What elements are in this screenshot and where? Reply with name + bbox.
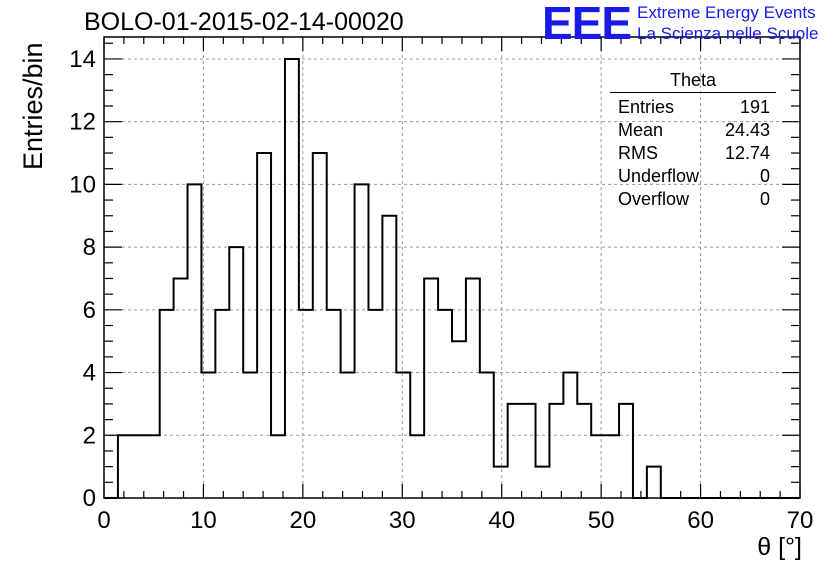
eee-logo: EEE bbox=[542, 0, 632, 49]
stats-title: Theta bbox=[610, 70, 776, 93]
stats-value: 191 bbox=[739, 97, 770, 117]
x-tick-label: 30 bbox=[389, 507, 416, 534]
tick-labels: 0 10 20 30 40 50 60 70 0 2 4 6 8 10 12 14 bbox=[69, 46, 813, 534]
y-tick-label: 6 bbox=[83, 297, 96, 324]
histogram-line bbox=[104, 57, 800, 499]
y-tick-label: 14 bbox=[69, 46, 96, 73]
stats-value: 0 bbox=[759, 189, 770, 209]
stats-row: Underflow 0 bbox=[610, 165, 776, 188]
stats-row: Entries 191 bbox=[610, 96, 776, 119]
stats-label: Mean bbox=[618, 120, 664, 140]
stats-value: 24.43 bbox=[724, 120, 770, 140]
stats-label: Underflow bbox=[618, 166, 700, 186]
stats-value: 12.74 bbox=[724, 143, 770, 163]
x-tick-label: 10 bbox=[190, 507, 217, 534]
y-tick-label: 10 bbox=[69, 171, 96, 198]
x-axis-label: θ [°] bbox=[757, 533, 802, 561]
logo-line-2: La Scienza nelle Scuole bbox=[637, 24, 819, 43]
x-tick-label: 70 bbox=[787, 507, 814, 534]
y-axis-label: Entries/bin bbox=[18, 42, 48, 170]
stats-row: RMS 12.74 bbox=[610, 142, 776, 165]
plot-frame bbox=[103, 36, 801, 499]
y-tick-label: 12 bbox=[69, 109, 96, 136]
chart-title: BOLO-01-2015-02-14-00020 bbox=[84, 8, 404, 36]
stats-value: 0 bbox=[759, 166, 770, 186]
stats-label: Entries bbox=[618, 97, 675, 117]
stats-row: Overflow 0 bbox=[610, 188, 776, 211]
x-tick-label: 0 bbox=[97, 507, 110, 534]
stats-box: Theta Entries 191 Mean 24.43 RMS 12.74 Unde… bbox=[610, 70, 776, 211]
y-tick-label: 4 bbox=[83, 360, 96, 387]
y-tick-label: 0 bbox=[83, 485, 96, 512]
stats-label: Overflow bbox=[618, 189, 690, 209]
logo-line-1: Extreme Energy Events bbox=[637, 3, 816, 22]
x-tick-label: 50 bbox=[588, 507, 615, 534]
x-tick-label: 40 bbox=[488, 507, 515, 534]
stats-label: RMS bbox=[618, 143, 658, 163]
y-tick-label: 2 bbox=[83, 422, 96, 449]
x-tick-label: 20 bbox=[290, 507, 317, 534]
stats-row: Mean 24.43 bbox=[610, 119, 776, 142]
x-tick-label: 60 bbox=[687, 507, 714, 534]
y-tick-label: 8 bbox=[83, 234, 96, 261]
